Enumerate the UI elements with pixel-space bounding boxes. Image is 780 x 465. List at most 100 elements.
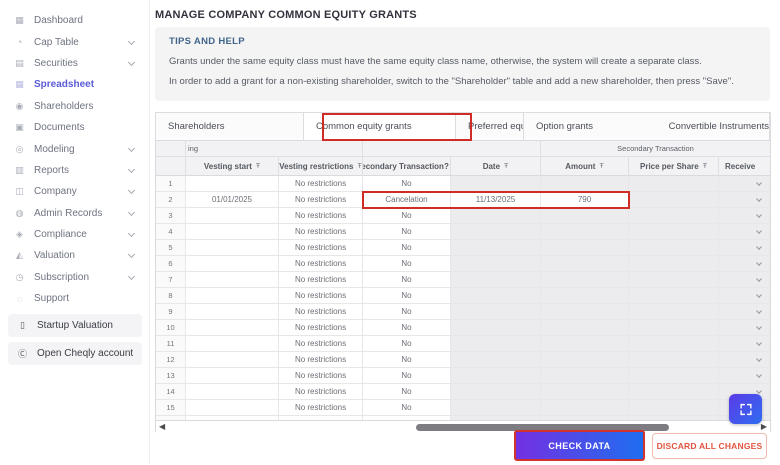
price-per-share-cell[interactable] bbox=[629, 272, 719, 287]
date-cell[interactable] bbox=[451, 208, 541, 223]
secondary-transaction-cell[interactable]: No bbox=[363, 352, 451, 367]
row-number-cell[interactable]: 4 bbox=[156, 224, 186, 239]
column-header[interactable]: Vesting restrictions Ŧ bbox=[279, 157, 363, 175]
date-cell[interactable] bbox=[451, 384, 541, 399]
price-per-share-cell[interactable] bbox=[629, 336, 719, 351]
sidebar-item[interactable]: ◷ Subscription bbox=[0, 267, 149, 288]
receive-cell[interactable] bbox=[719, 336, 770, 351]
price-per-share-cell[interactable] bbox=[629, 304, 719, 319]
check-data-button[interactable]: CHECK DATA bbox=[514, 430, 645, 461]
secondary-transaction-cell[interactable]: No bbox=[363, 320, 451, 335]
vesting-restrictions-cell[interactable]: No restrictions bbox=[279, 400, 363, 415]
price-per-share-cell[interactable] bbox=[629, 256, 719, 271]
date-cell[interactable] bbox=[451, 304, 541, 319]
vesting-restrictions-cell[interactable]: No restrictions bbox=[279, 256, 363, 271]
sidebar-item[interactable]: ◔ Cap Table bbox=[0, 31, 149, 52]
horizontal-scrollbar[interactable]: ◀ ▶ bbox=[156, 420, 770, 432]
tab[interactable]: Convertible Instruments bbox=[657, 113, 770, 140]
vesting-start-cell[interactable] bbox=[186, 288, 279, 303]
date-cell[interactable] bbox=[451, 176, 541, 191]
vesting-restrictions-cell[interactable]: No restrictions bbox=[279, 368, 363, 383]
date-cell[interactable] bbox=[451, 320, 541, 335]
row-number-cell[interactable]: 10 bbox=[156, 320, 186, 335]
amount-cell[interactable] bbox=[541, 176, 629, 191]
row-number-cell[interactable]: 3 bbox=[156, 208, 186, 223]
vesting-restrictions-cell[interactable]: No restrictions bbox=[279, 352, 363, 367]
column-header[interactable] bbox=[156, 157, 186, 175]
date-cell[interactable] bbox=[451, 400, 541, 415]
vesting-start-cell[interactable] bbox=[186, 416, 279, 421]
price-per-share-cell[interactable] bbox=[629, 416, 719, 421]
date-cell[interactable] bbox=[451, 416, 541, 421]
vesting-start-cell[interactable] bbox=[186, 272, 279, 287]
receive-cell[interactable] bbox=[719, 240, 770, 255]
row-number-cell[interactable]: 7 bbox=[156, 272, 186, 287]
vesting-start-cell[interactable] bbox=[186, 208, 279, 223]
secondary-transaction-cell[interactable]: No bbox=[363, 208, 451, 223]
price-per-share-cell[interactable] bbox=[629, 208, 719, 223]
date-cell[interactable] bbox=[451, 272, 541, 287]
row-number-cell[interactable]: 2 bbox=[156, 192, 186, 207]
vesting-restrictions-cell[interactable]: No restrictions bbox=[279, 192, 363, 207]
price-per-share-cell[interactable] bbox=[629, 368, 719, 383]
pin-column-icon[interactable]: Ŧ bbox=[357, 162, 362, 170]
sidebar-item[interactable]: ◭ Valuation bbox=[0, 245, 149, 266]
vesting-start-cell[interactable] bbox=[186, 336, 279, 351]
amount-cell[interactable] bbox=[541, 288, 629, 303]
column-header[interactable]: Date Ŧ bbox=[451, 157, 541, 175]
date-cell[interactable] bbox=[451, 336, 541, 351]
row-number-cell[interactable]: 1 bbox=[156, 176, 186, 191]
column-header[interactable]: Receive bbox=[719, 157, 770, 175]
price-per-share-cell[interactable] bbox=[629, 192, 719, 207]
amount-cell[interactable] bbox=[541, 384, 629, 399]
date-cell[interactable] bbox=[451, 288, 541, 303]
vesting-restrictions-cell[interactable]: No restrictions bbox=[279, 240, 363, 255]
pin-column-icon[interactable]: Ŧ bbox=[255, 162, 261, 170]
pin-column-icon[interactable]: Ŧ bbox=[504, 162, 509, 170]
vesting-restrictions-cell[interactable]: No restrictions bbox=[279, 384, 363, 399]
secondary-transaction-cell[interactable]: No bbox=[363, 224, 451, 239]
row-number-cell[interactable]: 8 bbox=[156, 288, 186, 303]
vesting-start-cell[interactable] bbox=[186, 352, 279, 367]
receive-cell[interactable] bbox=[719, 352, 770, 367]
vesting-start-cell[interactable] bbox=[186, 224, 279, 239]
amount-cell[interactable] bbox=[541, 272, 629, 287]
amount-cell[interactable] bbox=[541, 336, 629, 351]
secondary-transaction-cell[interactable]: No bbox=[363, 304, 451, 319]
sidebar-item[interactable]: ▦ Spreadsheet bbox=[0, 74, 149, 95]
pin-column-icon[interactable]: Ŧ bbox=[599, 162, 604, 170]
price-per-share-cell[interactable] bbox=[629, 288, 719, 303]
vesting-start-cell[interactable] bbox=[186, 256, 279, 271]
vesting-restrictions-cell[interactable]: No restrictions bbox=[279, 224, 363, 239]
sidebar-item[interactable]: ◎ Modeling bbox=[0, 138, 149, 159]
vesting-start-cell[interactable]: 01/01/2025 bbox=[186, 192, 279, 207]
row-number-cell[interactable] bbox=[156, 416, 186, 421]
secondary-transaction-cell[interactable]: No bbox=[363, 368, 451, 383]
secondary-transaction-cell[interactable]: Cancelation bbox=[363, 192, 451, 207]
row-number-cell[interactable]: 6 bbox=[156, 256, 186, 271]
vesting-start-cell[interactable] bbox=[186, 304, 279, 319]
amount-cell[interactable] bbox=[541, 400, 629, 415]
vesting-start-cell[interactable] bbox=[186, 400, 279, 415]
vesting-start-cell[interactable] bbox=[186, 176, 279, 191]
scrollbar-thumb[interactable] bbox=[416, 423, 669, 431]
sidebar-item[interactable]: ▤ Securities bbox=[0, 53, 149, 74]
price-per-share-cell[interactable] bbox=[629, 384, 719, 399]
secondary-transaction-cell[interactable]: No bbox=[363, 272, 451, 287]
receive-cell[interactable] bbox=[719, 368, 770, 383]
vesting-restrictions-cell[interactable]: No restrictions bbox=[279, 336, 363, 351]
amount-cell[interactable] bbox=[541, 224, 629, 239]
secondary-transaction-cell[interactable]: No bbox=[363, 176, 451, 191]
vesting-restrictions-cell[interactable]: No restrictions bbox=[279, 288, 363, 303]
sidebar-footer-item[interactable]: ▯ Startup Valuation bbox=[8, 314, 142, 338]
amount-cell[interactable] bbox=[541, 320, 629, 335]
row-number-cell[interactable]: 15 bbox=[156, 400, 186, 415]
tab[interactable]: Shareholders bbox=[156, 113, 304, 140]
sidebar-item[interactable]: ◈ Compliance bbox=[0, 224, 149, 245]
scroll-left-icon[interactable]: ◀ bbox=[159, 422, 166, 431]
secondary-transaction-cell[interactable]: No bbox=[363, 384, 451, 399]
column-header[interactable]: Secondary Transaction? Ŧ bbox=[363, 157, 451, 175]
row-number-cell[interactable]: 9 bbox=[156, 304, 186, 319]
tab[interactable]: Preferred equity grants bbox=[456, 113, 524, 140]
column-header[interactable]: Amount Ŧ bbox=[541, 157, 629, 175]
